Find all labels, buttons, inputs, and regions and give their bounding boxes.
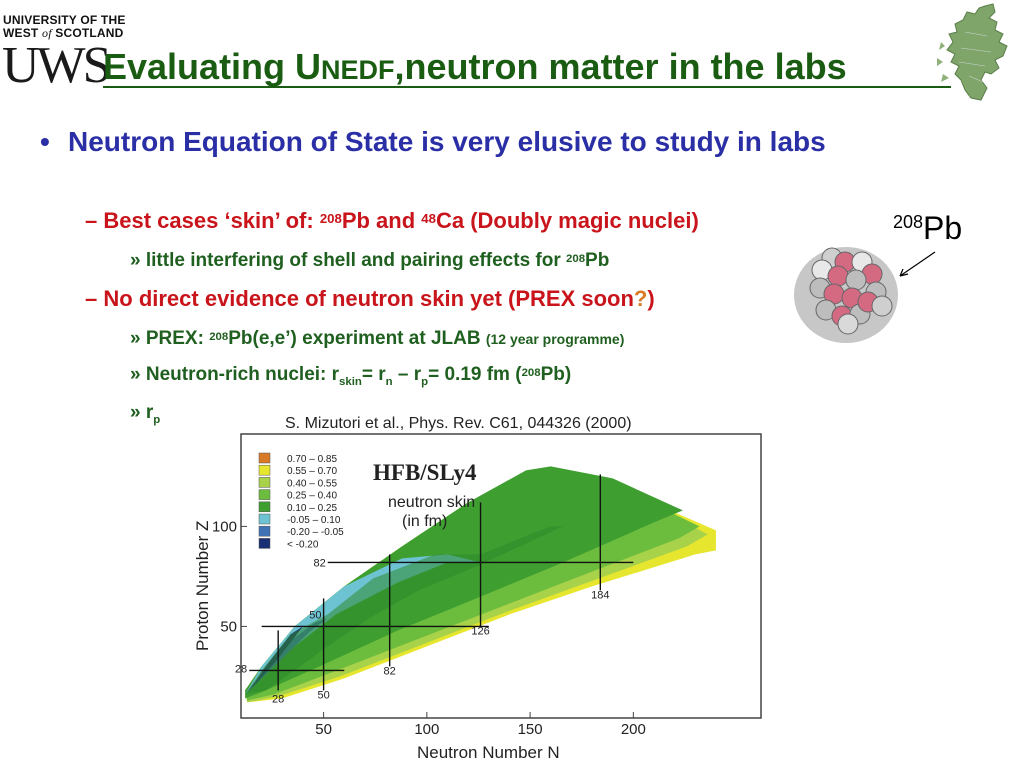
bullet-no-direct-evidence: – No direct evidence of neutron skin yet… (85, 286, 655, 311)
legend-label-5: -0.05 – 0.10 (287, 515, 341, 526)
nucleus-illustration (794, 247, 936, 343)
neutron-skin-figure: S. Mizutori et al., Phys. Rev. C61, 0443… (160, 406, 960, 768)
x-axis-label: Neutron Number N (417, 743, 560, 762)
x-tick-label-100: 100 (414, 721, 439, 738)
magic-number-lines: 28 50 82 126 184 28 50 82 (235, 474, 634, 705)
legend-swatch-2 (258, 477, 271, 488)
university-logo-text: UNIVERSITY OF THE WEST of SCOTLAND (3, 14, 126, 40)
subtitle-neutron-skin: neutron skin (388, 494, 475, 511)
magic-label-n184: 184 (591, 589, 609, 601)
magic-label-z28: 28 (235, 663, 247, 675)
heatmap-band-4 (245, 554, 481, 695)
magic-label-n126: 126 (471, 625, 489, 637)
magic-label-n82: 82 (384, 665, 396, 677)
legend-swatch-7 (258, 538, 271, 549)
axis-ticks: 50 100 150 200 50 100 (212, 518, 646, 738)
legend-swatch-0 (258, 452, 271, 464)
x-tick-label-150: 150 (518, 721, 543, 738)
heatmap-band-dark (245, 526, 564, 695)
pointer-arrow-line (899, 251, 936, 277)
subtitle-units: (in fm) (402, 513, 447, 530)
scotland-map-icon (937, 3, 1008, 101)
magic-label-z82: 82 (313, 557, 325, 569)
magic-label-n50: 50 (317, 689, 329, 701)
pointer-arrow-head (899, 268, 909, 277)
y-tick-label-100: 100 (212, 518, 237, 535)
figure-citation: S. Mizutori et al., Phys. Rev. C61, 0443… (285, 415, 632, 432)
legend-swatch-4 (258, 501, 271, 513)
pb208-label: 208Pb (893, 210, 963, 246)
title-underline (103, 86, 951, 88)
bullet-best-cases: – Best cases ‘skin’ of: 208Pb and 48Ca (… (85, 208, 699, 233)
uws-logo-mark: UWS (2, 37, 112, 94)
legend-swatch-3 (258, 489, 271, 500)
nucleons (809, 247, 893, 335)
legend-label-1: 0.55 – 0.70 (287, 466, 337, 477)
bullet-rp: » rp (130, 402, 161, 426)
magic-label-z50: 50 (309, 609, 321, 621)
x-tick-label-200: 200 (621, 721, 646, 738)
legend-swatch-1 (258, 464, 271, 476)
x-tick-label-50: 50 (315, 721, 332, 738)
legend-label-6: -0.20 – -0.05 (287, 527, 344, 538)
bullet-dot: • (40, 126, 50, 157)
legend-label-4: 0.10 – 0.25 (287, 503, 337, 514)
bullet-neutron-rich: » Neutron-rich nuclei: rskin= rn – rp= 0… (130, 364, 572, 388)
bullet-prex: » PREX: 208Pb(e,e’) experiment at JLAB (… (130, 328, 625, 349)
heatmap-band-3 (245, 466, 683, 699)
y-axis-label: Proton Number Z (193, 521, 212, 651)
legend-label-3: 0.25 – 0.40 (287, 491, 337, 502)
nuclear-chart-svg: S. Mizutori et al., Phys. Rev. C61, 0443… (193, 415, 762, 762)
legend-label-0: 0.70 – 0.85 (287, 454, 337, 465)
y-tick-label-50: 50 (220, 618, 237, 635)
bullet-little-interfering: » little interfering of shell and pairin… (130, 250, 610, 271)
color-legend: 0.70 – 0.850.55 – 0.700.40 – 0.55 0.25 – … (258, 452, 344, 550)
slide-title: Evaluating UNEDF,neutron matter in the l… (103, 46, 847, 87)
legend-label-7: < -0.20 (287, 539, 319, 550)
logo-line-2: WEST of SCOTLAND (3, 26, 124, 40)
model-label: HFB/SLy4 (373, 460, 477, 485)
logo-line-1: UNIVERSITY OF THE (3, 13, 126, 27)
bullet-neutron-eos: Neutron Equation of State is very elusiv… (68, 126, 826, 157)
legend-swatch-6 (258, 525, 271, 537)
legend-label-2: 0.40 – 0.55 (287, 478, 337, 489)
magic-label-n28: 28 (272, 693, 284, 705)
legend-swatch-5 (258, 513, 271, 525)
